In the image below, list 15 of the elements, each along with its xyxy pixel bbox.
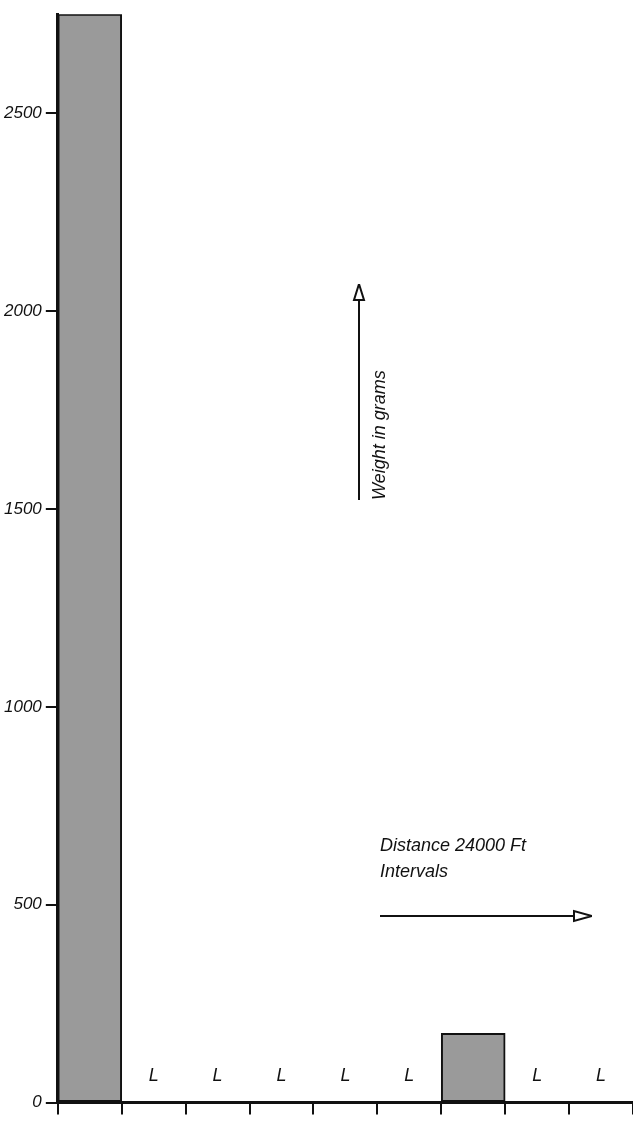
data-label: L (596, 1064, 607, 1085)
y-tick-label: 2500 (2, 102, 43, 122)
data-label: L (212, 1064, 223, 1085)
y-tick-label: 1500 (3, 498, 43, 518)
data-label: L (276, 1064, 287, 1085)
y-axis-title: Weight in grams (368, 369, 390, 500)
y-tick-label: 2000 (2, 300, 43, 320)
data-label: L (340, 1064, 351, 1085)
x-axis-title: Distance 24000 Ft Intervals (380, 834, 528, 883)
data-label: L (404, 1064, 415, 1085)
y-tick-label: 1000 (3, 696, 43, 716)
data-label: L (532, 1064, 543, 1085)
data-label: L (148, 1064, 159, 1085)
y-tick-label: 0 (32, 1092, 43, 1112)
y-tick-label: 500 (13, 894, 43, 914)
